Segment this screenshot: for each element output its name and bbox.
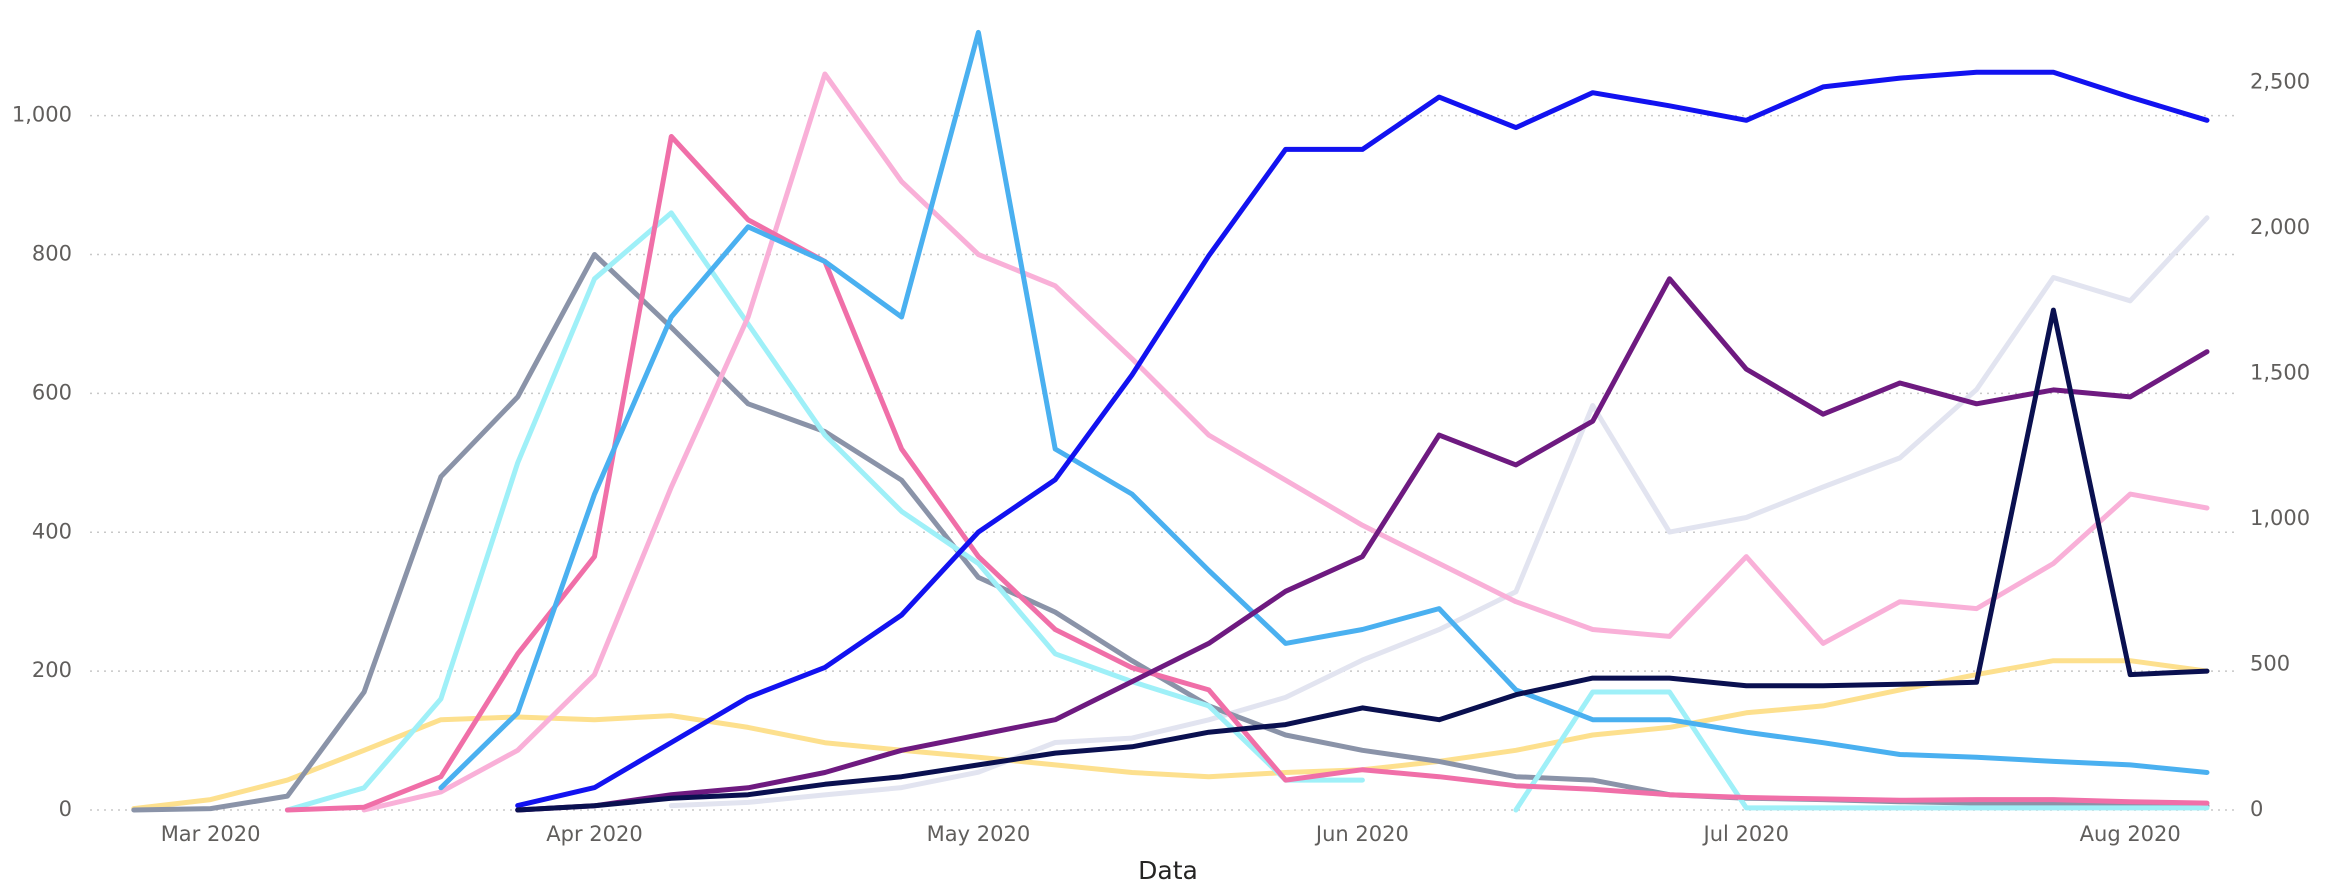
x-tick-label: Jul 2020 bbox=[1702, 822, 1789, 846]
x-tick-label: Jun 2020 bbox=[1314, 822, 1409, 846]
series-line bbox=[668, 215, 2210, 809]
x-tick-label: Apr 2020 bbox=[546, 822, 642, 846]
y-tick-label: 1,000 bbox=[12, 103, 72, 127]
y2-tick-label: 2,500 bbox=[2250, 70, 2310, 94]
y2-tick-label: 2,000 bbox=[2250, 215, 2310, 239]
series-line bbox=[284, 134, 2210, 813]
series-line bbox=[515, 276, 2210, 813]
y-tick-label: 0 bbox=[59, 797, 72, 821]
y-tick-label: 800 bbox=[32, 242, 72, 266]
series-line bbox=[438, 29, 2210, 791]
x-tick-label: Mar 2020 bbox=[161, 822, 261, 846]
y-tick-label: 600 bbox=[32, 380, 72, 404]
x-axis-label: Data bbox=[1138, 856, 1198, 885]
y2-tick-label: 1,500 bbox=[2250, 361, 2310, 385]
y-tick-label: 200 bbox=[32, 658, 72, 682]
series-line bbox=[361, 71, 2210, 813]
y2-tick-label: 1,000 bbox=[2250, 506, 2310, 530]
series-line bbox=[515, 307, 2210, 813]
x-tick-label: Aug 2020 bbox=[2080, 822, 2181, 846]
series-line bbox=[284, 210, 2210, 813]
series-line bbox=[515, 69, 2210, 809]
x-tick-label: May 2020 bbox=[927, 822, 1031, 846]
y-tick-label: 400 bbox=[32, 519, 72, 543]
y2-tick-label: 500 bbox=[2250, 652, 2290, 676]
y2-tick-label: 0 bbox=[2250, 797, 2263, 821]
